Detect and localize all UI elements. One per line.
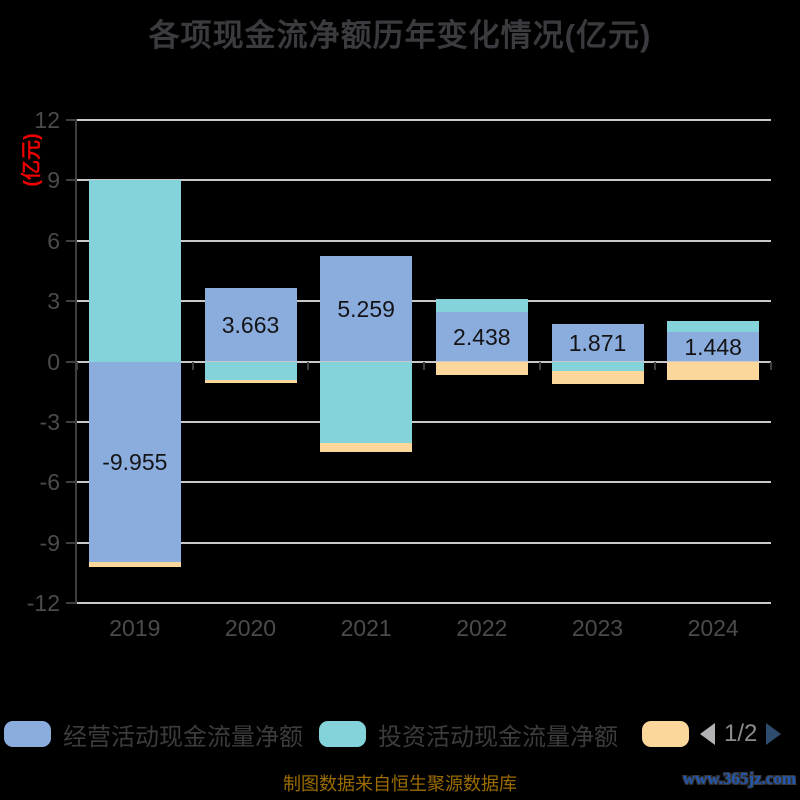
legend-prev-arrow-icon[interactable] xyxy=(700,723,715,745)
x-tick-label: 2024 xyxy=(687,615,739,641)
grid-line xyxy=(77,179,771,182)
bar-segment-series-1 xyxy=(88,180,181,362)
bar-value-label: 1.871 xyxy=(568,329,627,356)
grid-line xyxy=(77,300,771,303)
bar-value-label: 2.438 xyxy=(453,323,511,350)
grid-line xyxy=(77,119,771,121)
legend-item-operating-cashflow[interactable]: 经营活动现金流量净额 xyxy=(4,718,303,751)
grid-line xyxy=(77,602,771,604)
grid-line xyxy=(77,420,771,423)
legend-swatch-investing xyxy=(319,721,366,747)
plot-area: 12 9 6 3 0 -3 -6 -9 -12 -9.955 2019 3.663 2020 5.259 2… xyxy=(27,107,772,641)
data-source-note: 制图数据来自恒生聚源数据库 xyxy=(283,774,517,794)
x-tick-label: 2021 xyxy=(340,615,392,641)
x-axis-tick xyxy=(423,361,425,370)
y-tick-label: 0 xyxy=(47,348,60,375)
x-axis-tick xyxy=(307,361,310,370)
bar-segment-series-2 xyxy=(320,443,413,453)
legend: 经营活动现金流量净额 投资活动现金流量净额 1/2 xyxy=(0,718,800,756)
bar-segment-series-0 xyxy=(320,255,413,362)
bar-value-label: 5.259 xyxy=(337,295,395,322)
y-tick-label: -9 xyxy=(39,529,60,556)
y-tick-label: 6 xyxy=(47,227,60,254)
bar-value-label: -9.955 xyxy=(102,448,168,475)
bar-value-label: 3.663 xyxy=(221,311,280,338)
y-axis-tick xyxy=(66,420,77,423)
legend-page-indicator: 1/2 xyxy=(724,720,758,747)
legend-label-investing: 投资活动现金流量净额 xyxy=(378,723,618,751)
bar-segment-series-0 xyxy=(667,332,760,362)
y-axis-tick xyxy=(66,602,77,604)
chart-title: 各项现金流净额历年变化情况(亿元) xyxy=(148,18,652,53)
bar-segment-series-2 xyxy=(435,361,528,375)
y-axis-tick xyxy=(66,239,77,242)
y-axis-tick xyxy=(66,300,77,303)
bar-segment-series-2 xyxy=(551,370,644,384)
x-tick-label: 2019 xyxy=(109,615,161,641)
legend-item-financing-cashflow[interactable] xyxy=(642,718,701,750)
grid-line xyxy=(77,239,771,242)
bar-segment-series-1 xyxy=(204,361,297,380)
bar-segment-series-1 xyxy=(320,361,413,443)
y-tick-label: 3 xyxy=(47,288,60,315)
x-tick-label: 2022 xyxy=(456,615,508,641)
y-axis-tick xyxy=(66,119,77,121)
y-axis-tick xyxy=(66,360,77,363)
x-axis-tick xyxy=(191,361,194,370)
x-tick-label: 2020 xyxy=(224,615,277,641)
site-watermark[interactable]: www.365jz.com xyxy=(682,769,796,788)
bar-segment-series-0 xyxy=(204,287,297,362)
bar-segment-series-2 xyxy=(88,561,181,567)
legend-label-operating: 经营活动现金流量净额 xyxy=(63,723,303,751)
bar-segment-series-1 xyxy=(667,321,760,333)
x-axis-tick xyxy=(654,361,657,370)
bar-segment-series-0 xyxy=(88,361,181,562)
legend-swatch-financing xyxy=(642,721,689,747)
x-axis-tick xyxy=(538,361,541,370)
bar-segment-series-0 xyxy=(551,323,644,362)
bar-segment-series-2 xyxy=(204,379,297,383)
bar-value-label: 1.448 xyxy=(684,333,742,360)
grid-line xyxy=(77,481,771,484)
y-axis-tick xyxy=(66,541,77,544)
bar-segment-series-2 xyxy=(667,361,760,380)
legend-pager: 1/2 xyxy=(700,718,782,750)
bar-segment-series-1 xyxy=(551,361,644,371)
legend-next-arrow-icon[interactable] xyxy=(766,723,782,745)
legend-swatch-operating xyxy=(4,721,51,747)
y-tick-label: 12 xyxy=(34,107,60,133)
bar-segment-series-0 xyxy=(435,312,528,362)
bar-segment-series-1 xyxy=(435,299,528,313)
y-axis-tick xyxy=(66,481,77,484)
y-tick-label: -6 xyxy=(39,469,60,496)
y-tick-label: -3 xyxy=(39,408,60,435)
x-tick-label: 2023 xyxy=(571,615,624,641)
x-axis-tick xyxy=(76,361,78,370)
y-tick-label: 9 xyxy=(47,167,60,194)
y-tick-label: -12 xyxy=(26,590,60,616)
x-axis-tick xyxy=(770,361,772,370)
grid-line xyxy=(77,541,771,544)
legend-item-investing-cashflow[interactable]: 投资活动现金流量净额 xyxy=(319,718,618,751)
y-axis-tick xyxy=(66,179,77,182)
